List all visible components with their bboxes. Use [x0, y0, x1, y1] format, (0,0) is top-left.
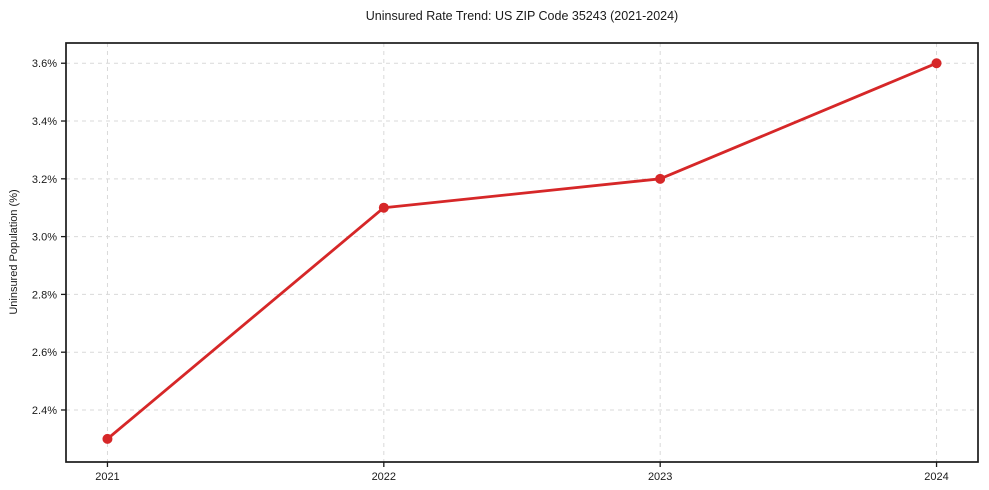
y-tick-label: 3.2% — [32, 174, 57, 186]
data-point-marker — [102, 433, 113, 444]
data-point-marker — [655, 173, 666, 184]
trend-line — [106, 61, 938, 441]
data-point-marker — [931, 58, 942, 69]
x-tick-label: 2022 — [372, 471, 396, 483]
x-tick-label: 2023 — [648, 471, 672, 483]
y-tick-label: 3.0% — [32, 232, 57, 244]
data-point-marker — [378, 202, 389, 213]
y-tick-label: 3.6% — [32, 58, 57, 70]
y-tick-label: 2.6% — [32, 347, 57, 359]
x-tick-label: 2021 — [95, 471, 119, 483]
chart-title: Uninsured Rate Trend: US ZIP Code 35243 … — [365, 9, 679, 23]
plot-frame — [65, 42, 979, 463]
y-tick-label: 3.4% — [32, 116, 57, 128]
y-tick-label: 2.8% — [32, 289, 57, 301]
y-tick-label: 2.4% — [32, 405, 57, 417]
x-tick-label: 2024 — [924, 471, 948, 483]
